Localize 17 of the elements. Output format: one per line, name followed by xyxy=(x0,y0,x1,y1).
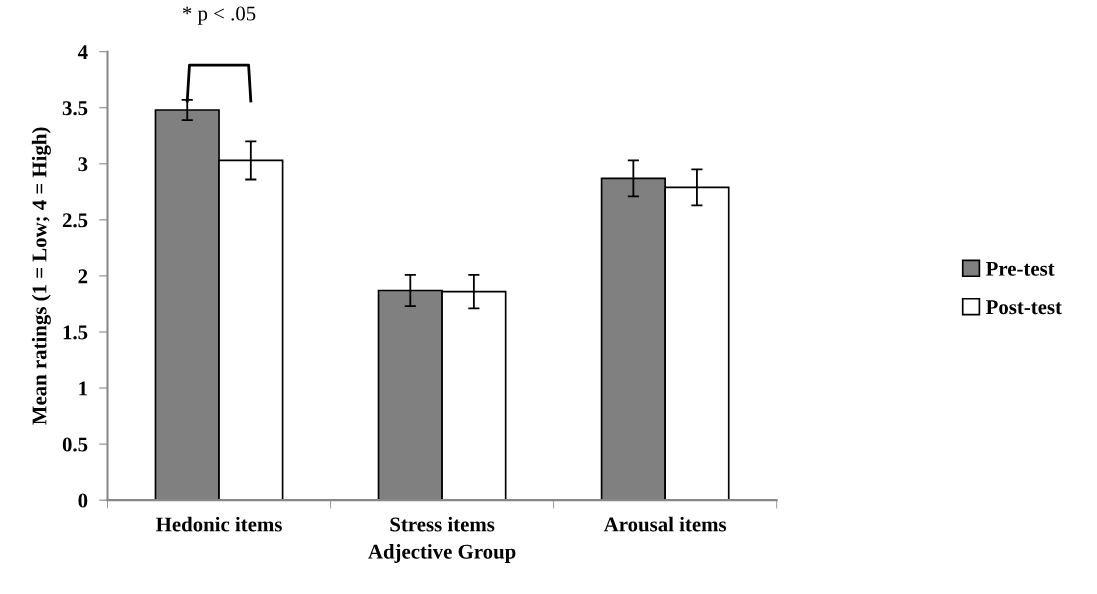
y-tick-label: 0.5 xyxy=(62,437,88,452)
y-tick-label: 0 xyxy=(78,493,88,508)
legend-label: Pre-test xyxy=(985,261,1055,276)
y-tick-label: 2.5 xyxy=(62,213,88,228)
y-axis-title: Mean ratings (1 = Low; 4 = High) xyxy=(31,127,51,425)
x-tick-label: Hedonic items xyxy=(156,516,282,532)
y-tick-label: 2 xyxy=(78,269,88,284)
y-tick-label: 4 xyxy=(77,45,88,59)
text: * p < .05 xyxy=(182,6,256,25)
x-tick-label: Stress items xyxy=(390,516,495,532)
x-axis-title: Adjective Group xyxy=(368,544,516,563)
y-tick-label: 1 xyxy=(79,381,87,396)
x-tick-label: Arousal items xyxy=(603,516,727,532)
y-tick-label: 3.5 xyxy=(62,101,88,116)
y-tick-label: 3 xyxy=(78,157,88,172)
legend-label: Post-test xyxy=(985,300,1062,315)
y-tick-label: 1.5 xyxy=(63,325,88,340)
